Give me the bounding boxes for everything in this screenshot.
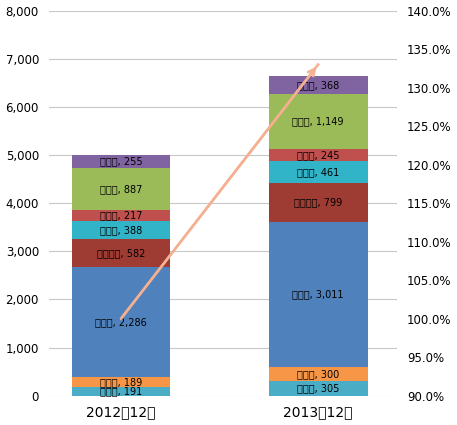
Bar xyxy=(72,221,170,239)
Text: 京都府, 217: 京都府, 217 xyxy=(100,210,142,221)
Text: 神奈川県, 799: 神奈川県, 799 xyxy=(294,197,342,207)
Bar xyxy=(72,267,170,377)
Text: 京都府, 245: 京都府, 245 xyxy=(297,150,340,160)
Bar xyxy=(269,367,367,381)
Text: 兵庫県, 255: 兵庫県, 255 xyxy=(100,156,142,166)
Bar xyxy=(72,167,170,210)
Bar xyxy=(269,161,367,183)
Text: 千葉県, 300: 千葉県, 300 xyxy=(297,369,340,379)
Text: 神奈川県, 582: 神奈川県, 582 xyxy=(97,248,145,258)
Text: 愛知県, 388: 愛知県, 388 xyxy=(100,225,142,235)
Bar xyxy=(72,155,170,167)
Text: 大阪府, 1,149: 大阪府, 1,149 xyxy=(292,116,344,127)
Bar xyxy=(269,94,367,149)
Bar xyxy=(269,221,367,367)
Text: 愛知県, 461: 愛知県, 461 xyxy=(297,167,340,177)
Text: 埼玉県, 191: 埼玉県, 191 xyxy=(100,386,142,396)
Bar xyxy=(72,210,170,221)
Text: 東京都, 3,011: 東京都, 3,011 xyxy=(292,289,344,299)
Text: 兵庫県, 368: 兵庫県, 368 xyxy=(297,80,340,90)
Text: 埼玉県, 305: 埼玉県, 305 xyxy=(297,383,340,394)
Bar xyxy=(269,149,367,161)
Text: 千葉県, 189: 千葉県, 189 xyxy=(100,377,142,387)
Bar xyxy=(269,76,367,94)
Text: 大阪府, 887: 大阪府, 887 xyxy=(100,184,142,194)
Bar xyxy=(72,386,170,396)
Bar xyxy=(72,377,170,386)
Bar xyxy=(269,183,367,221)
Text: 東京都, 2,286: 東京都, 2,286 xyxy=(95,317,147,327)
Bar xyxy=(72,239,170,267)
Bar xyxy=(269,381,367,396)
